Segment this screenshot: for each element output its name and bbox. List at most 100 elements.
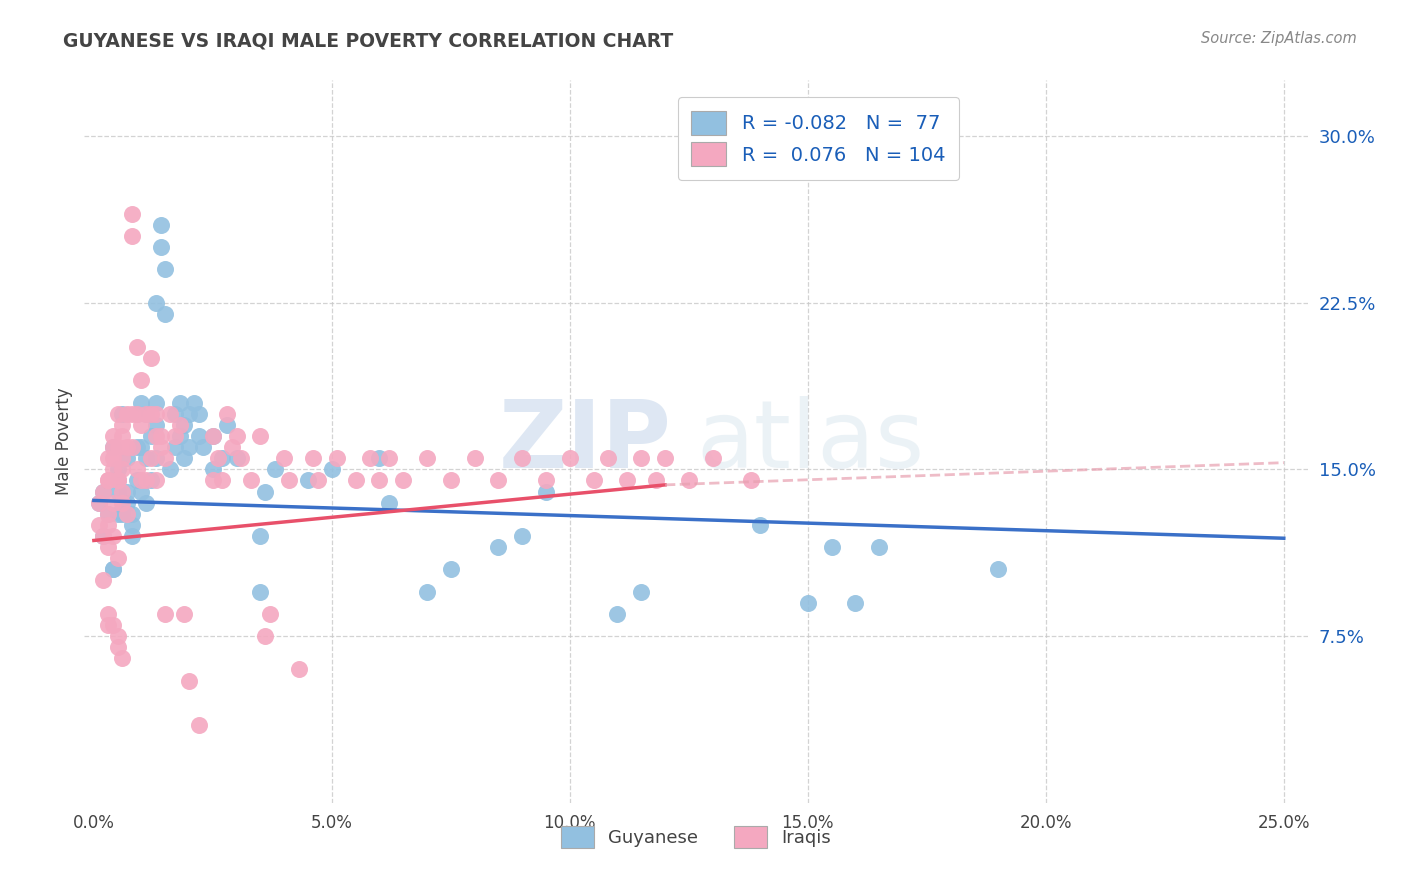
Point <box>440 562 463 576</box>
Point <box>217 417 239 432</box>
Point <box>510 451 533 466</box>
Point <box>131 417 153 432</box>
Point <box>97 618 120 632</box>
Point <box>139 474 162 488</box>
Point <box>107 507 129 521</box>
Point <box>820 540 842 554</box>
Point <box>125 440 148 454</box>
Point <box>131 484 153 499</box>
Point <box>87 496 110 510</box>
Point <box>368 474 391 488</box>
Point <box>368 451 391 466</box>
Point <box>101 451 124 466</box>
Point <box>115 484 138 499</box>
Point <box>107 440 129 454</box>
Point <box>177 673 200 688</box>
Point <box>177 407 200 421</box>
Point <box>201 429 224 443</box>
Point <box>107 629 129 643</box>
Point <box>416 584 439 599</box>
Point <box>616 474 638 488</box>
Point <box>187 429 209 443</box>
Point <box>97 540 120 554</box>
Point <box>125 340 148 354</box>
Point <box>201 429 224 443</box>
Point <box>115 451 138 466</box>
Point <box>359 451 381 466</box>
Point <box>201 474 224 488</box>
Point <box>101 529 124 543</box>
Point <box>163 407 186 421</box>
Point <box>392 474 415 488</box>
Point <box>249 584 271 599</box>
Point <box>155 607 177 621</box>
Point <box>97 474 120 488</box>
Point <box>93 484 115 499</box>
Point <box>149 218 172 232</box>
Text: atlas: atlas <box>696 395 924 488</box>
Y-axis label: Male Poverty: Male Poverty <box>55 388 73 495</box>
Point <box>111 429 134 443</box>
Point <box>107 462 129 476</box>
Point <box>121 440 143 454</box>
Point <box>131 373 153 387</box>
Point <box>582 474 605 488</box>
Point <box>121 228 143 243</box>
Point <box>155 262 177 277</box>
Point <box>97 451 120 466</box>
Point <box>254 484 277 499</box>
Point <box>125 474 148 488</box>
Point <box>145 417 167 432</box>
Point <box>183 395 205 409</box>
Point <box>101 496 124 510</box>
Point <box>201 462 224 476</box>
Point <box>111 417 134 432</box>
Point <box>187 718 209 732</box>
Point <box>301 451 323 466</box>
Point <box>149 429 172 443</box>
Point <box>111 484 134 499</box>
Point <box>115 496 138 510</box>
Point <box>596 451 619 466</box>
Point <box>187 407 209 421</box>
Point <box>107 474 129 488</box>
Point <box>93 529 115 543</box>
Point <box>107 551 129 566</box>
Point <box>749 517 772 532</box>
Point <box>259 607 281 621</box>
Point <box>211 451 233 466</box>
Point <box>101 462 124 476</box>
Point <box>93 529 115 543</box>
Point <box>135 407 157 421</box>
Point <box>378 451 401 466</box>
Point <box>630 451 652 466</box>
Point <box>135 407 157 421</box>
Point <box>87 496 110 510</box>
Point <box>139 407 162 421</box>
Point <box>111 451 134 466</box>
Point <box>344 474 367 488</box>
Point <box>139 429 162 443</box>
Point <box>97 507 120 521</box>
Point <box>107 474 129 488</box>
Point <box>173 607 195 621</box>
Point <box>163 429 186 443</box>
Point <box>111 407 134 421</box>
Point <box>263 462 285 476</box>
Point <box>231 451 253 466</box>
Point <box>121 407 143 421</box>
Point <box>702 451 724 466</box>
Point <box>239 474 262 488</box>
Point <box>488 474 510 488</box>
Point <box>111 507 134 521</box>
Point <box>644 474 666 488</box>
Point <box>87 517 110 532</box>
Point <box>115 507 138 521</box>
Point <box>173 417 195 432</box>
Point <box>159 407 181 421</box>
Point <box>378 496 401 510</box>
Text: GUYANESE VS IRAQI MALE POVERTY CORRELATION CHART: GUYANESE VS IRAQI MALE POVERTY CORRELATI… <box>63 31 673 50</box>
Point <box>155 307 177 321</box>
Point <box>149 240 172 254</box>
Point <box>254 629 277 643</box>
